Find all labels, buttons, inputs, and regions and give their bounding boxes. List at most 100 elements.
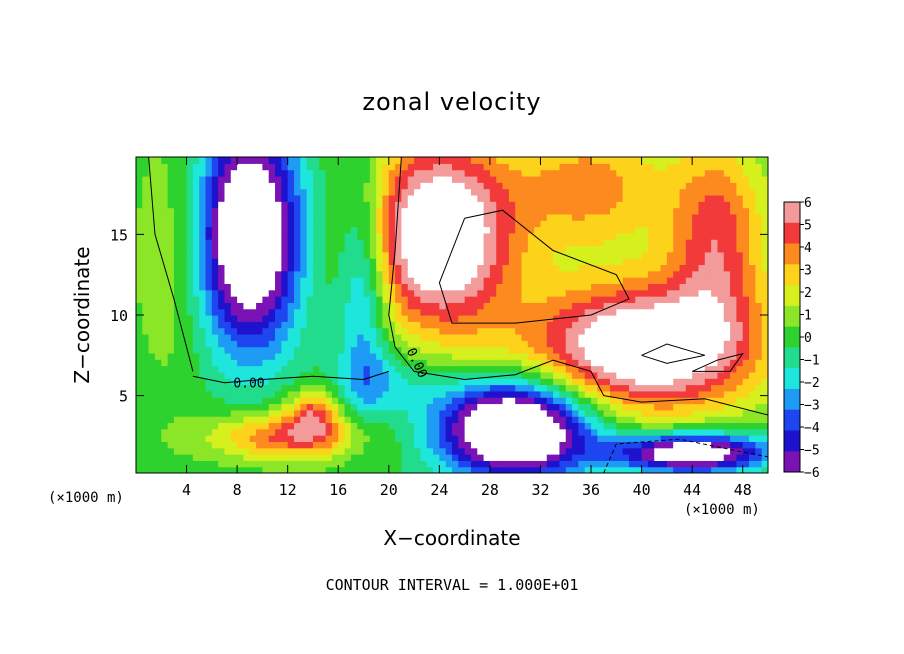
field-cell: [237, 175, 245, 183]
field-cell: [584, 239, 592, 247]
field-cell: [692, 296, 700, 303]
field-cell: [458, 289, 466, 297]
field-cell: [502, 378, 510, 386]
field-cell: [508, 169, 516, 177]
field-cell: [382, 201, 390, 209]
field-cell: [243, 163, 251, 171]
field-cell: [559, 378, 567, 386]
field-cell: [136, 163, 143, 171]
field-cell: [508, 460, 516, 468]
field-cell: [717, 447, 725, 455]
field-cell: [673, 277, 681, 284]
field-cell: [281, 207, 289, 215]
field-cell: [388, 232, 396, 240]
field-cell: [439, 169, 447, 177]
field-cell: [521, 321, 529, 329]
field-cell: [173, 226, 181, 234]
field-cell: [502, 365, 510, 373]
field-cell: [483, 302, 491, 310]
field-cell: [452, 321, 459, 329]
field-cell: [376, 327, 384, 335]
field-cell: [470, 371, 478, 379]
field-cell: [704, 422, 712, 430]
field-cell: [382, 163, 390, 171]
field-cell: [565, 365, 573, 373]
field-cell: [275, 308, 282, 316]
field-cell: [647, 289, 655, 297]
field-cell: [344, 340, 352, 348]
field-cell: [376, 441, 384, 449]
field-cell: [723, 352, 731, 360]
field-cell: [186, 359, 194, 367]
field-cell: [534, 352, 542, 360]
field-cell: [470, 315, 478, 322]
field-cell: [211, 289, 219, 297]
field-cell: [142, 466, 150, 473]
field-cell: [161, 258, 169, 266]
field-cell: [502, 169, 510, 177]
field-cell: [420, 201, 428, 209]
field-cell: [287, 163, 295, 171]
field-cell: [395, 175, 403, 183]
field-cell: [357, 384, 365, 392]
field-cell: [445, 416, 453, 424]
field-cell: [312, 390, 320, 398]
field-cell: [300, 207, 308, 215]
field-cell: [205, 270, 213, 278]
field-cell: [294, 447, 301, 455]
field-cell: [679, 245, 687, 253]
field-cell: [692, 352, 700, 360]
field-cell: [692, 390, 700, 398]
field-cell: [565, 175, 573, 183]
field-cell: [433, 245, 440, 253]
field-cell: [426, 454, 434, 461]
field-cell: [167, 441, 175, 449]
field-cell: [736, 371, 744, 379]
field-cell: [331, 283, 339, 291]
field-cell: [388, 365, 396, 373]
field-cell: [395, 397, 403, 405]
field-cell: [338, 397, 346, 405]
field-cell: [654, 308, 662, 316]
field-cell: [647, 220, 655, 228]
field-cell: [521, 441, 529, 449]
field-cell: [742, 201, 750, 209]
field-cell: [742, 422, 750, 430]
field-cell: [395, 327, 403, 335]
field-cell: [559, 397, 567, 405]
field-cell: [704, 428, 712, 436]
field-cell: [464, 352, 472, 360]
field-cell: [186, 365, 194, 373]
field-cell: [243, 308, 251, 316]
field-cell: [635, 321, 643, 329]
field-cell: [730, 416, 737, 424]
field-cell: [673, 422, 681, 430]
field-cell: [527, 333, 535, 341]
field-cell: [243, 194, 251, 202]
field-cell: [736, 321, 744, 329]
field-cell: [717, 403, 725, 411]
field-cell: [218, 327, 226, 335]
field-cell: [395, 213, 403, 221]
field-cell: [704, 182, 712, 190]
field-cell: [173, 315, 181, 322]
field-cell: [704, 289, 712, 297]
field-cell: [452, 220, 459, 228]
field-cell: [692, 226, 700, 234]
field-cell: [281, 397, 289, 405]
field-cell: [628, 220, 636, 228]
field-cell: [376, 403, 384, 411]
field-cell: [477, 460, 485, 468]
field-cell: [527, 239, 535, 247]
field-cell: [527, 403, 535, 411]
field-cell: [584, 182, 592, 190]
field-cell: [401, 277, 409, 284]
field-cell: [749, 422, 756, 430]
field-cell: [275, 270, 282, 278]
field-cell: [306, 220, 314, 228]
field-cell: [628, 340, 636, 348]
field-cell: [591, 226, 598, 234]
field-cell: [584, 403, 592, 411]
field-cell: [736, 378, 744, 386]
field-cell: [489, 264, 497, 272]
